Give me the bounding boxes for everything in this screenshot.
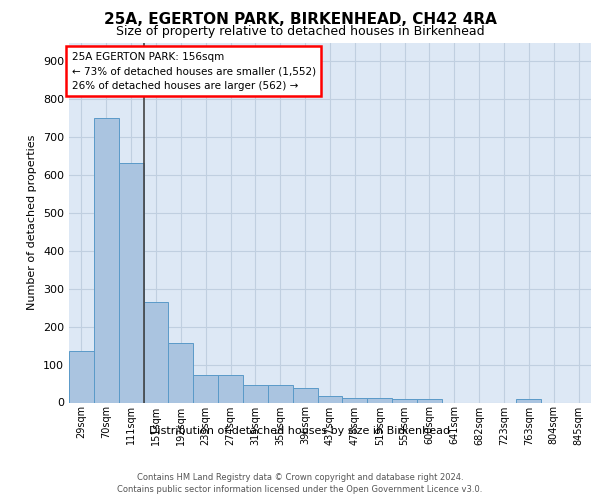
Bar	[343, 398, 367, 402]
Text: 25A, EGERTON PARK, BIRKENHEAD, CH42 4RA: 25A, EGERTON PARK, BIRKENHEAD, CH42 4RA	[104, 12, 496, 28]
Text: 25A EGERTON PARK: 156sqm
← 73% of detached houses are smaller (1,552)
26% of det: 25A EGERTON PARK: 156sqm ← 73% of detach…	[71, 52, 316, 91]
Text: Distribution of detached houses by size in Birkenhead: Distribution of detached houses by size …	[149, 426, 451, 436]
Text: Size of property relative to detached houses in Birkenhead: Size of property relative to detached ho…	[116, 25, 484, 38]
Bar	[143, 302, 169, 402]
Bar	[392, 398, 417, 402]
Bar	[317, 396, 343, 402]
Bar	[268, 386, 293, 402]
Bar	[417, 398, 442, 402]
Bar	[293, 388, 317, 402]
Bar	[119, 163, 143, 402]
Bar	[69, 352, 94, 403]
Text: Contains HM Land Registry data © Crown copyright and database right 2024.
Contai: Contains HM Land Registry data © Crown c…	[118, 472, 482, 494]
Bar	[367, 398, 392, 402]
Bar	[517, 398, 541, 402]
Bar	[169, 342, 193, 402]
Y-axis label: Number of detached properties: Number of detached properties	[28, 135, 37, 310]
Bar	[218, 375, 243, 402]
Bar	[243, 384, 268, 402]
Bar	[94, 118, 119, 403]
Bar	[193, 375, 218, 402]
